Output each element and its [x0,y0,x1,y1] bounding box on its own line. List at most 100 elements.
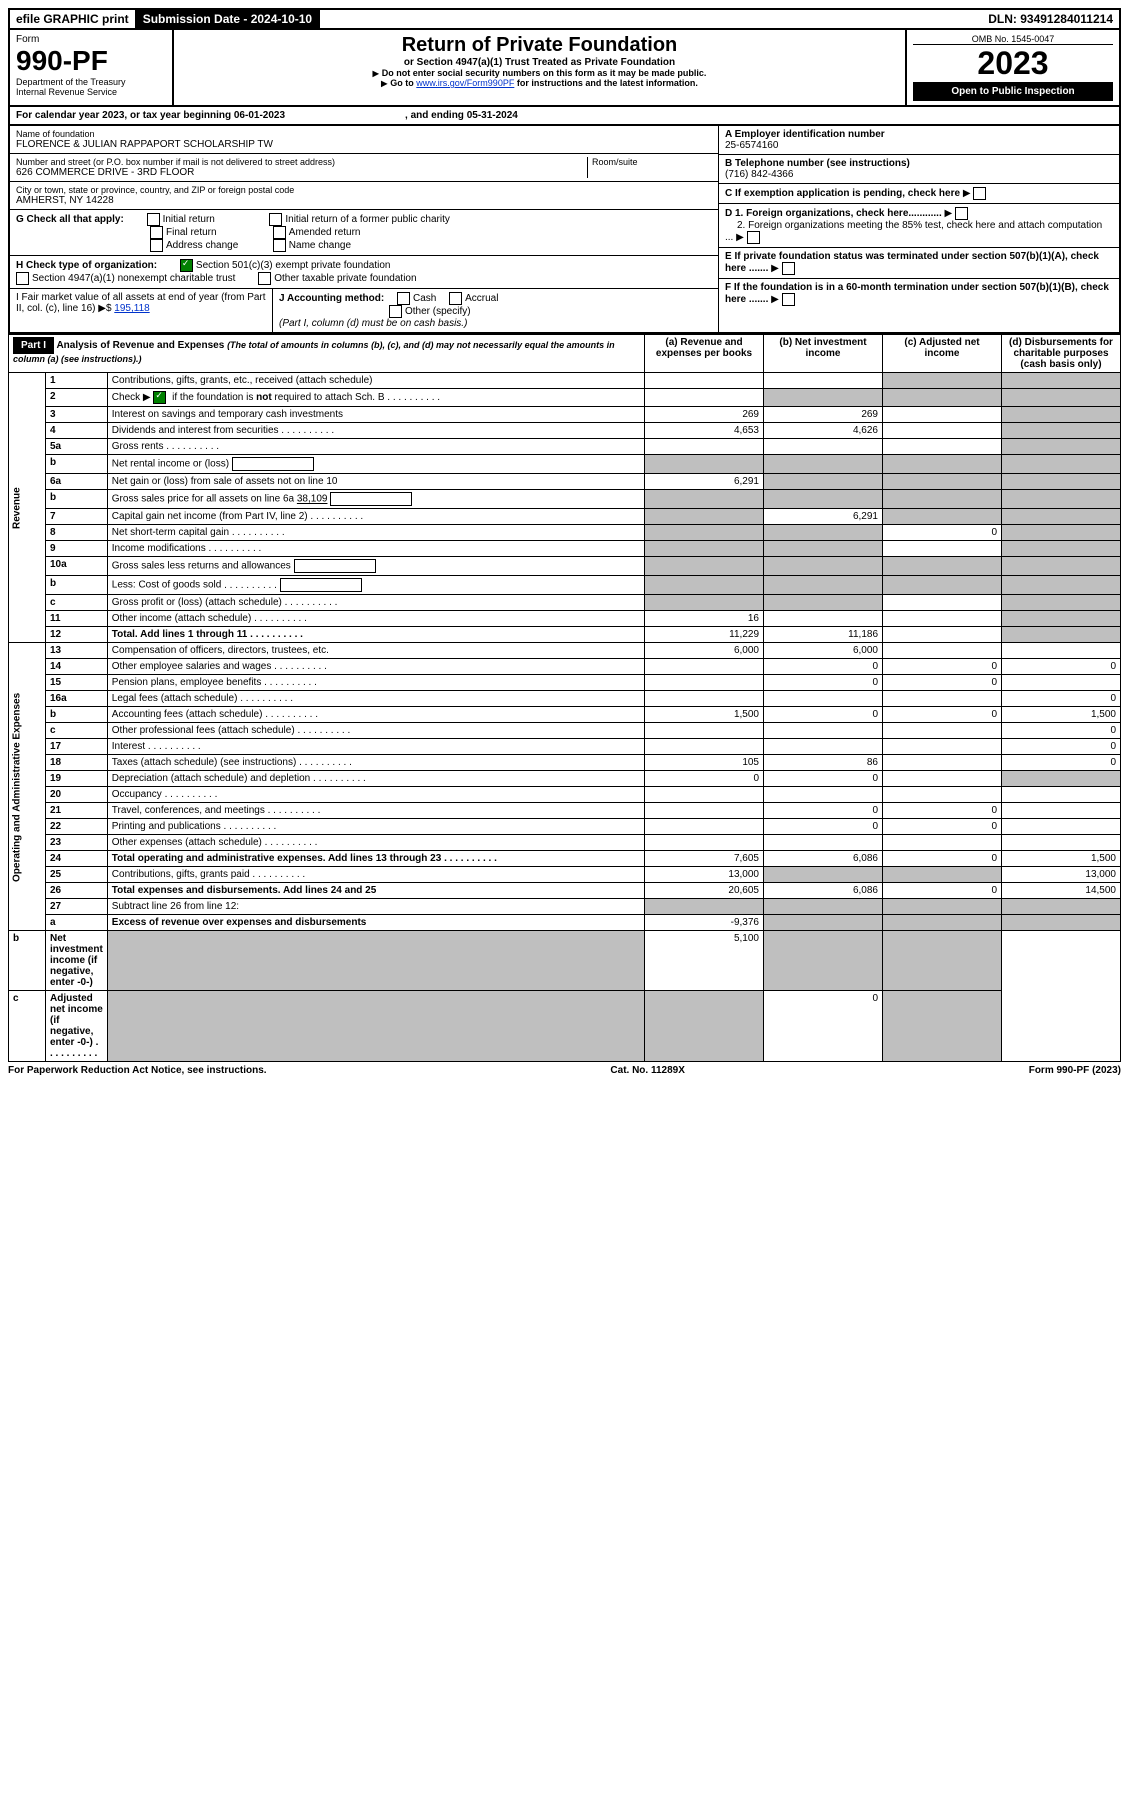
cell: 0 [764,707,883,723]
irs-link[interactable]: www.irs.gov/Form990PF [416,78,514,88]
section-g: G Check all that apply: Initial return I… [10,210,718,256]
ck-d1[interactable] [955,207,968,220]
cell: 0 [1002,739,1121,755]
cell [1002,835,1121,851]
ck-name-change[interactable] [273,239,286,252]
ck-amended[interactable] [273,226,286,239]
cell [645,819,764,835]
cell [883,915,1002,931]
ck-other-acct[interactable] [389,305,402,318]
cell [107,931,644,991]
footer: For Paperwork Reduction Act Notice, see … [8,1062,1121,1076]
line-num: 21 [46,803,108,819]
table-row: 24Total operating and administrative exp… [9,851,1121,867]
table-row: 2Check ▶ if the foundation is not requir… [9,389,1121,407]
line-num: 5a [46,439,108,455]
cell [883,509,1002,525]
line-num: c [46,595,108,611]
city: AMHERST, NY 14228 [16,195,712,206]
ck-f[interactable] [782,293,795,306]
ck-c[interactable] [973,187,986,200]
table-row: 8Net short-term capital gain0 [9,525,1121,541]
dept: Department of the Treasury [16,77,166,87]
cell: 6,086 [764,851,883,867]
section-d2: 2. Foreign organizations meeting the 85%… [725,220,1102,243]
cell: 0 [1002,659,1121,675]
open-inspection: Open to Public Inspection [913,82,1113,101]
line-num: 3 [46,407,108,423]
ck-501c3[interactable] [180,259,193,272]
line-num: 2 [46,389,108,407]
revenue-label: Revenue [9,373,46,643]
cell [883,755,1002,771]
ck-initial-former[interactable] [269,213,282,226]
cell: 6,086 [764,883,883,899]
cell [645,739,764,755]
cell [883,691,1002,707]
table-row: 3Interest on savings and temporary cash … [9,407,1121,423]
section-j: J Accounting method: [279,293,384,304]
cell [1002,474,1121,490]
ein: 25-6574160 [725,140,778,151]
table-row: 18Taxes (attach schedule) (see instructi… [9,755,1121,771]
cell [883,541,1002,557]
line-desc: Net gain or (loss) from sale of assets n… [107,474,644,490]
line-num: b [46,455,108,474]
cell [883,490,1002,509]
efile-btn[interactable]: efile GRAPHIC print [10,10,137,28]
cell: 1,500 [1002,851,1121,867]
cell [645,541,764,557]
ck-accrual[interactable] [449,292,462,305]
cell [1002,525,1121,541]
cell [764,787,883,803]
table-row: bLess: Cost of goods sold [9,576,1121,595]
ck-cash[interactable] [397,292,410,305]
cell [883,474,1002,490]
table-row: 27Subtract line 26 from line 12: [9,899,1121,915]
cell [764,723,883,739]
ck-other-tax[interactable] [258,272,271,285]
ck-initial[interactable] [147,213,160,226]
line-desc: Excess of revenue over expenses and disb… [107,915,644,931]
cell: 0 [883,675,1002,691]
ck-final[interactable] [150,226,163,239]
line-num: 17 [46,739,108,755]
line-desc: Adjusted net income (if negative, enter … [46,991,108,1062]
fmv-link[interactable]: 195,118 [114,303,149,314]
line-desc: Gross sales less returns and allowances [107,557,644,576]
cell: 5,100 [645,931,764,991]
line-num: 12 [46,627,108,643]
cell [883,373,1002,389]
cell: 269 [645,407,764,423]
ck-4947[interactable] [16,272,29,285]
cell [645,595,764,611]
cell [1002,490,1121,509]
cell [1002,899,1121,915]
line-desc: Total. Add lines 1 through 11 [107,627,644,643]
table-row: 20Occupancy [9,787,1121,803]
line-desc: Printing and publications [107,819,644,835]
line-desc: Legal fees (attach schedule) [107,691,644,707]
cell [764,525,883,541]
cell [645,525,764,541]
ck-d2[interactable] [747,231,760,244]
line-desc: Pension plans, employee benefits [107,675,644,691]
line-num: 22 [46,819,108,835]
cell [764,611,883,627]
table-row: bGross sales price for all assets on lin… [9,490,1121,509]
line-num: 6a [46,474,108,490]
cell: 1,500 [1002,707,1121,723]
cell: 13,000 [645,867,764,883]
cell [883,899,1002,915]
line-num: 23 [46,835,108,851]
cell [645,373,764,389]
ck-e[interactable] [782,262,795,275]
line-num: a [46,915,108,931]
part1-badge: Part I [13,337,54,354]
cell [107,991,644,1062]
line-desc: Travel, conferences, and meetings [107,803,644,819]
ck-address[interactable] [150,239,163,252]
submission-date: Submission Date - 2024-10-10 [137,10,320,28]
cell [883,931,1002,991]
line-desc: Interest [107,739,644,755]
